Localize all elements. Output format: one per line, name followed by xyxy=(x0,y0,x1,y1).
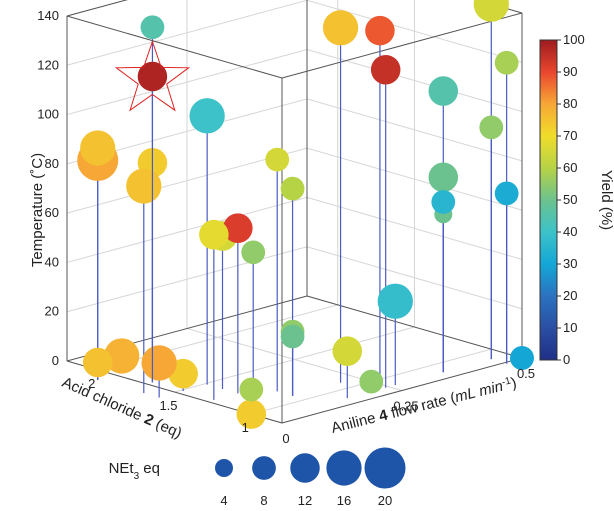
size-legend-label: 20 xyxy=(378,493,392,508)
size-legend-label: 12 xyxy=(298,493,312,508)
flow-tick-label: 0.25 xyxy=(393,399,418,414)
scatter-point xyxy=(431,190,456,214)
star-marker xyxy=(114,39,191,383)
star-point xyxy=(137,61,168,92)
colorbar-tick-label: 0 xyxy=(563,352,570,367)
scatter-point xyxy=(365,15,395,46)
colorbar-tick-label: 50 xyxy=(563,192,577,207)
scatter-point xyxy=(428,162,459,193)
size-legend-label: 4 xyxy=(220,493,227,508)
colorbar-tick-label: 100 xyxy=(563,32,585,47)
flow-tick-label: 0 xyxy=(282,431,289,446)
colorbar: 0 10 20 30 40 50 60 70 80 90 100 Yield (%) xyxy=(539,32,614,367)
scatter-point xyxy=(370,54,401,85)
scatter-point xyxy=(140,15,165,40)
scatter-point xyxy=(141,345,177,381)
scatter-point xyxy=(80,130,116,166)
size-legend-title: NEt3 eq xyxy=(109,460,160,482)
colorbar-tick-label: 80 xyxy=(563,96,577,111)
z-tick-label: 80 xyxy=(45,156,59,171)
colorbar-tick-label: 40 xyxy=(563,224,577,239)
acid-tick-label: 2 xyxy=(88,376,95,391)
scatter-point xyxy=(494,50,519,75)
colorbar-tick-label: 30 xyxy=(563,256,577,271)
size-legend-marker xyxy=(290,453,320,483)
colorbar-tick-label: 10 xyxy=(563,320,577,335)
z-tick-label: 60 xyxy=(45,205,59,220)
scatter-point xyxy=(280,324,305,349)
z-axis-title: Temperature (˚C) xyxy=(29,153,46,267)
colorbar-tick-label: 60 xyxy=(563,160,577,175)
size-legend-marker xyxy=(364,447,406,489)
flow-axis-title: Aniline 4 flow rate (mL min-1) xyxy=(329,374,518,437)
scatter-point xyxy=(82,347,113,378)
size-legend-marker xyxy=(215,459,233,477)
colorbar-tick-label: 90 xyxy=(563,64,577,79)
z-tick-label: 120 xyxy=(37,57,59,72)
colorbar-tick-label: 20 xyxy=(563,288,577,303)
scatter-point xyxy=(265,147,290,172)
z-tick-label: 40 xyxy=(45,254,59,269)
scatter-point xyxy=(126,168,162,204)
scatter-point xyxy=(241,240,266,265)
size-legend-label: 16 xyxy=(337,493,351,508)
colorbar-title: Yield (%) xyxy=(598,170,614,230)
scatter-point xyxy=(332,336,363,366)
scatter-point xyxy=(322,10,359,46)
scatter-point xyxy=(236,399,267,429)
scatter-point xyxy=(223,213,253,243)
scatter-point xyxy=(189,98,225,134)
scatter-point xyxy=(239,377,264,402)
star-outline xyxy=(114,39,191,112)
z-tick-label: 20 xyxy=(45,304,59,319)
z-tick-label: 0 xyxy=(52,353,59,368)
scatter-point xyxy=(199,219,229,250)
colorbar-gradient xyxy=(539,39,558,361)
z-tick-label: 100 xyxy=(37,107,59,122)
acid-tick-label: 1.5 xyxy=(159,398,177,413)
scatter-point xyxy=(377,283,413,319)
scatter-point xyxy=(280,176,305,201)
size-legend-marker xyxy=(326,450,362,486)
scatter-point xyxy=(473,0,509,22)
acid-tick-label: 1 xyxy=(242,420,249,435)
points xyxy=(77,0,534,429)
colorbar-tick-label: 70 xyxy=(563,128,577,143)
scatter-point xyxy=(479,115,504,140)
scatter-point xyxy=(510,346,534,370)
scatter-point xyxy=(104,338,140,374)
size-legend-marker xyxy=(252,456,276,480)
scatter-point xyxy=(428,76,459,106)
flow-tick-label: 0.5 xyxy=(517,366,535,381)
z-tick-label: 140 xyxy=(37,8,59,23)
size-legend: NEt3 eq 4 8 12 16 20 xyxy=(109,447,406,508)
scatter-point xyxy=(359,369,384,394)
scatter-point xyxy=(494,181,519,206)
size-legend-label: 8 xyxy=(260,493,267,508)
